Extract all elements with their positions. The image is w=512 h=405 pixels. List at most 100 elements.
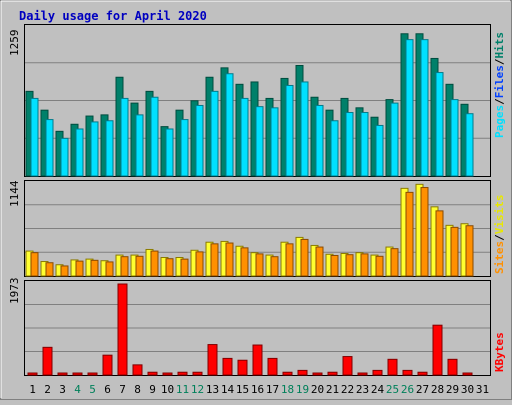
bar-files-21	[330, 120, 339, 177]
bar-sites-28	[435, 210, 444, 277]
bar-sites-13	[210, 243, 219, 277]
bar-sites-11	[180, 258, 189, 277]
bar-kbytes-19	[297, 369, 308, 376]
bar-files-24	[375, 124, 384, 177]
bar-files-12	[195, 104, 204, 177]
x-tick-label-3: 3	[59, 383, 66, 396]
bar-kbytes-6	[102, 354, 113, 376]
x-tick-label-2: 2	[44, 383, 51, 396]
bar-files-16	[255, 106, 264, 177]
x-tick-label-21: 21	[326, 383, 339, 396]
legend-sep-2: /	[493, 58, 506, 65]
bar-files-14	[225, 73, 234, 177]
bar-files-23	[360, 112, 369, 177]
bar-kbytes-26	[402, 369, 413, 376]
bar-kbytes-12	[192, 371, 203, 376]
bar-kbytes-18	[282, 371, 293, 376]
bar-kbytes-2	[42, 346, 53, 376]
x-tick-label-17: 17	[266, 383, 279, 396]
bar-kbytes-4	[72, 372, 83, 376]
x-tick-label-25: 25	[386, 383, 399, 396]
x-tick-label-19: 19	[296, 383, 309, 396]
bar-files-6	[105, 120, 114, 177]
x-tick-label-10: 10	[161, 383, 174, 396]
x-tick-label-26: 26	[401, 383, 414, 396]
legend-sep-1: /	[493, 98, 506, 105]
x-tick-label-24: 24	[371, 383, 385, 396]
bar-files-11	[180, 119, 189, 177]
bar-files-4	[75, 128, 84, 177]
bar-kbytes-21	[327, 371, 338, 376]
bar-sites-15	[240, 247, 249, 277]
bar-sites-14	[225, 242, 234, 277]
legend-sep-3: /	[493, 234, 506, 241]
legend-hits: Hits	[493, 32, 506, 59]
x-tick-label-29: 29	[446, 383, 459, 396]
x-tick-label-6: 6	[104, 383, 111, 396]
bar-kbytes-14	[222, 357, 233, 376]
bar-sites-1	[30, 252, 39, 277]
bar-sites-12	[195, 251, 204, 277]
bar-kbytes-20	[312, 372, 323, 376]
bar-sites-22	[345, 254, 354, 277]
x-tick-label-20: 20	[311, 383, 324, 396]
x-tick-label-5: 5	[89, 383, 96, 396]
bar-kbytes-1	[27, 372, 38, 376]
bar-sites-30	[465, 225, 474, 277]
bar-sites-27	[420, 187, 429, 277]
bar-files-20	[315, 104, 324, 177]
bar-files-10	[165, 128, 174, 177]
bar-kbytes-3	[57, 372, 68, 376]
bar-files-28	[435, 72, 444, 177]
kbytes-ymax-label: 1973	[8, 278, 21, 305]
bar-files-15	[240, 97, 249, 177]
bar-sites-8	[135, 255, 144, 277]
x-tick-label-23: 23	[356, 383, 369, 396]
x-tick-label-14: 14	[221, 383, 235, 396]
bar-kbytes-27	[417, 371, 428, 376]
bar-kbytes-11	[177, 371, 188, 376]
x-tick-label-31: 31	[476, 383, 489, 396]
legend-kbytes: KBytes	[493, 332, 506, 372]
x-tick-label-15: 15	[236, 383, 249, 396]
bar-sites-16	[255, 253, 264, 277]
bar-kbytes-29	[447, 358, 458, 376]
bar-sites-20	[315, 246, 324, 277]
bar-sites-6	[105, 261, 114, 277]
x-tick-label-30: 30	[461, 383, 474, 396]
bar-sites-21	[330, 254, 339, 277]
bar-files-5	[90, 121, 99, 177]
bar-sites-9	[150, 250, 159, 277]
bar-files-29	[450, 99, 459, 177]
bar-kbytes-9	[147, 371, 158, 376]
x-tick-label-8: 8	[134, 383, 141, 396]
legend-pages: Pages	[493, 105, 506, 138]
visits-ymax-label: 1144	[8, 180, 21, 207]
legend-files: Files	[493, 65, 506, 98]
bar-sites-7	[120, 256, 129, 277]
bar-files-22	[345, 112, 354, 177]
x-tick-label-7: 7	[119, 383, 126, 396]
bar-kbytes-25	[387, 358, 398, 376]
bar-files-9	[150, 96, 159, 177]
svg-text:Sites/Visits: Sites/Visits	[493, 195, 506, 275]
x-tick-label-1: 1	[29, 383, 36, 396]
bar-kbytes-7	[117, 283, 128, 376]
bar-kbytes-22	[342, 356, 353, 376]
bar-sites-18	[285, 243, 294, 277]
x-tick-label-9: 9	[149, 383, 156, 396]
x-tick-label-22: 22	[341, 383, 354, 396]
bar-kbytes-24	[372, 369, 383, 376]
bar-sites-23	[360, 253, 369, 277]
bar-files-1	[30, 97, 39, 177]
x-tick-label-16: 16	[251, 383, 264, 396]
bar-sites-10	[165, 258, 174, 277]
bar-files-18	[285, 84, 294, 177]
bar-files-7	[120, 97, 129, 177]
bar-sites-24	[375, 255, 384, 277]
bar-sites-4	[75, 260, 84, 277]
bar-kbytes-16	[252, 344, 263, 376]
x-tick-label-11: 11	[176, 383, 189, 396]
